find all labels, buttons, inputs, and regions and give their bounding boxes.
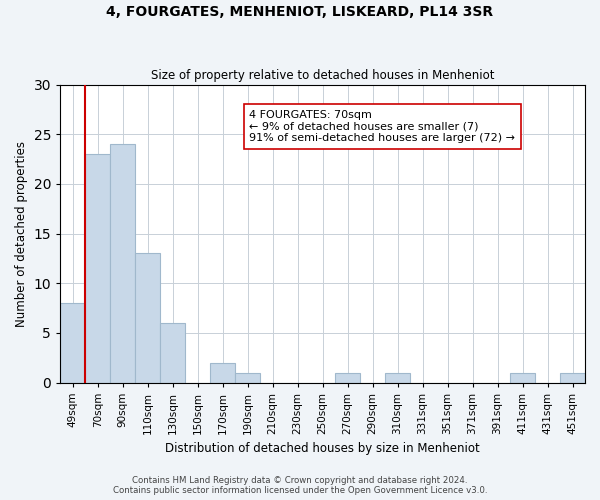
Bar [235, 372, 260, 382]
Bar [85, 154, 110, 382]
Text: 4 FOURGATES: 70sqm
← 9% of detached houses are smaller (7)
91% of semi-detached : 4 FOURGATES: 70sqm ← 9% of detached hous… [249, 110, 515, 143]
Bar [385, 372, 410, 382]
Bar [210, 362, 235, 382]
Bar [560, 372, 585, 382]
Text: 4, FOURGATES, MENHENIOT, LISKEARD, PL14 3SR: 4, FOURGATES, MENHENIOT, LISKEARD, PL14 … [106, 5, 494, 19]
Bar [335, 372, 360, 382]
Y-axis label: Number of detached properties: Number of detached properties [15, 140, 28, 326]
Bar [160, 323, 185, 382]
X-axis label: Distribution of detached houses by size in Menheniot: Distribution of detached houses by size … [165, 442, 480, 455]
Text: Contains HM Land Registry data © Crown copyright and database right 2024.
Contai: Contains HM Land Registry data © Crown c… [113, 476, 487, 495]
Bar [510, 372, 535, 382]
Bar [110, 144, 135, 382]
Bar [135, 254, 160, 382]
Title: Size of property relative to detached houses in Menheniot: Size of property relative to detached ho… [151, 69, 494, 82]
Bar [60, 303, 85, 382]
